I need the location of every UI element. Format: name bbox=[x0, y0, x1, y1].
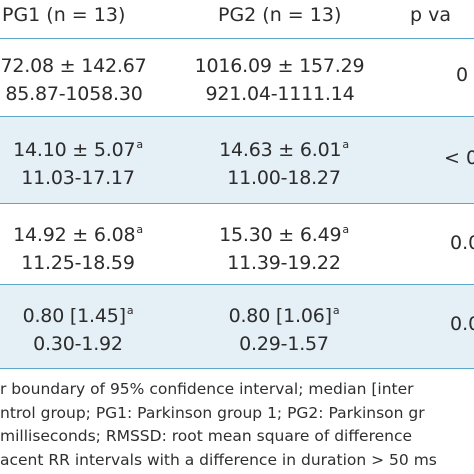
p-value: 0.0 bbox=[450, 313, 474, 335]
footnote-line: ntrol group; PG1: Parkinson group 1; PG2… bbox=[0, 403, 425, 422]
footnote-line: r boundary of 95% confidence interval; m… bbox=[0, 380, 414, 398]
pg1-value: 14.10 ± 5.07 bbox=[13, 139, 136, 161]
pg1-superscript: a bbox=[136, 138, 143, 151]
pg2-ci: 11.00-18.27 bbox=[227, 167, 341, 189]
footnote-line: acent RR intervals with a difference in … bbox=[0, 450, 437, 469]
table-footnote: r boundary of 95% confidence interval; m… bbox=[0, 378, 474, 472]
pg1-ci: 0.30-1.92 bbox=[33, 333, 123, 355]
header-pg1: PG1 (n = 13) bbox=[2, 4, 126, 26]
table-row: 14.92 ± 6.08a 11.25-18.59 15.30 ± 6.49a … bbox=[0, 204, 474, 285]
table-row: 0.80 [1.45]a 0.30-1.92 0.80 [1.06]a 0.29… bbox=[0, 285, 474, 369]
pg1-ci: 11.25-18.59 bbox=[21, 252, 135, 274]
pg2-cell: 0.80 [1.06]a 0.29-1.57 bbox=[194, 297, 374, 358]
pg1-superscript: a bbox=[136, 223, 143, 236]
pg2-ci: 0.29-1.57 bbox=[239, 333, 329, 355]
table-header-row: PG1 (n = 13) PG2 (n = 13) p va bbox=[0, 0, 474, 39]
pg2-value: 1016.09 ± 157.29 bbox=[194, 55, 365, 77]
pg1-superscript: a bbox=[126, 304, 134, 317]
pg1-cell: 72.08 ± 142.67 85.87-1058.30 bbox=[0, 47, 154, 108]
pg2-ci: 11.39-19.22 bbox=[227, 252, 341, 274]
pg1-ci: 85.87-1058.30 bbox=[5, 83, 143, 105]
pg2-superscript: a bbox=[342, 223, 349, 236]
p-value: < 0 bbox=[444, 147, 474, 169]
table-row: 14.10 ± 5.07a 11.03-17.17 14.63 ± 6.01a … bbox=[0, 117, 474, 204]
pg2-superscript: a bbox=[342, 138, 349, 151]
pg2-cell: 1016.09 ± 157.29 921.04-1111.14 bbox=[190, 47, 370, 108]
p-value: 0.0 bbox=[450, 232, 474, 254]
header-pg2: PG2 (n = 13) bbox=[218, 4, 342, 26]
pg1-cell: 14.10 ± 5.07a 11.03-17.17 bbox=[0, 131, 158, 192]
pg2-ci: 921.04-1111.14 bbox=[205, 83, 355, 105]
pg1-cell: 0.80 [1.45]a 0.30-1.92 bbox=[0, 297, 158, 358]
table-row: 72.08 ± 142.67 85.87-1058.30 1016.09 ± 1… bbox=[0, 40, 474, 117]
pg1-value: 72.08 ± 142.67 bbox=[0, 55, 147, 77]
pg2-value: 14.63 ± 6.01 bbox=[219, 139, 342, 161]
pg1-cell: 14.92 ± 6.08a 11.25-18.59 bbox=[0, 216, 158, 277]
header-p-value: p va bbox=[410, 4, 451, 26]
pg1-ci: 11.03-17.17 bbox=[21, 167, 135, 189]
pg1-value: 14.92 ± 6.08 bbox=[13, 224, 136, 246]
footnote-line: milliseconds; RMSSD: root mean square of… bbox=[0, 427, 413, 445]
p-value: 0 bbox=[456, 64, 469, 86]
pg2-value: 0.80 [1.06] bbox=[228, 305, 332, 327]
pg2-cell: 14.63 ± 6.01a 11.00-18.27 bbox=[194, 131, 374, 192]
pg1-value: 0.80 [1.45] bbox=[22, 305, 126, 327]
pg2-superscript: a bbox=[332, 304, 340, 317]
pg2-cell: 15.30 ± 6.49a 11.39-19.22 bbox=[194, 216, 374, 277]
pg2-value: 15.30 ± 6.49 bbox=[219, 224, 342, 246]
